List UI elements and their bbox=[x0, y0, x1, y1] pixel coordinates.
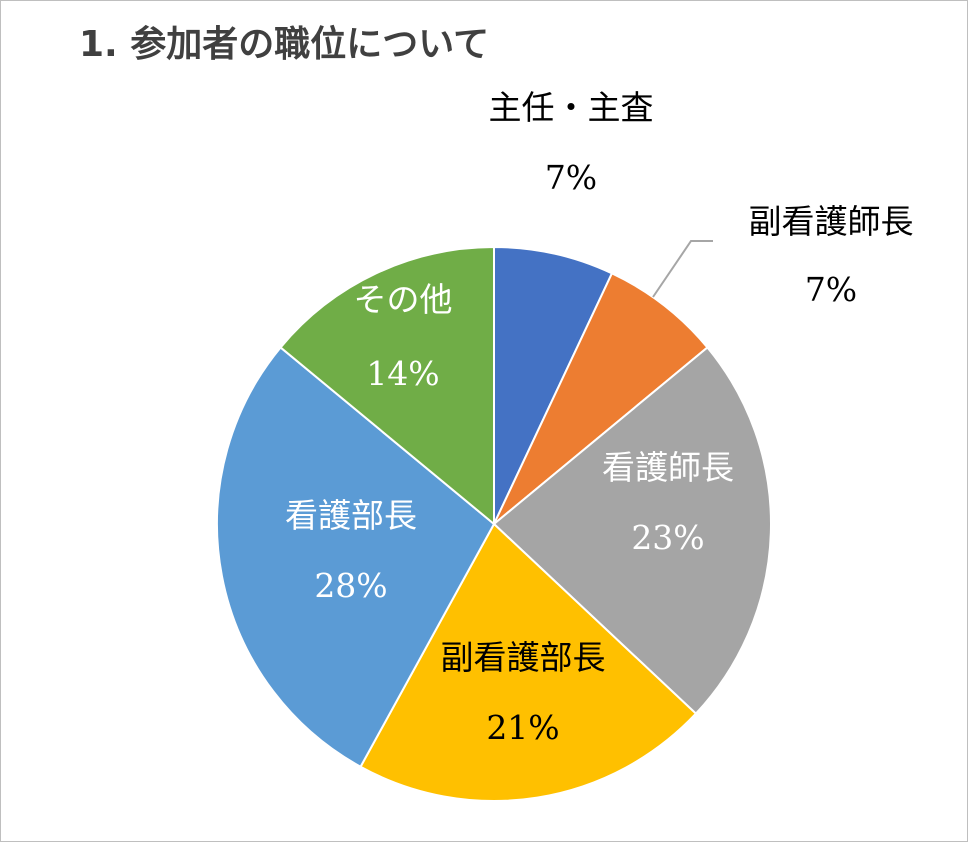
pie-slice-5 bbox=[216, 346, 496, 769]
slice-label-2: 副看護師長 bbox=[749, 202, 914, 241]
pie-labels: 主任・主査 7% 副看護師長 7% 看護師長 23% 副看護部長 21% 看護部長 28% その他 1… bbox=[285, 88, 914, 747]
slice-percent-4: 21% bbox=[486, 708, 559, 747]
slice-label-1: 主任・主査 bbox=[489, 88, 654, 127]
pie-slice-6 bbox=[279, 245, 495, 527]
pie-slice-1 bbox=[493, 245, 614, 525]
slice-percent-6: 14% bbox=[366, 354, 439, 393]
slice-percent-5: 28% bbox=[314, 566, 387, 605]
slice-label-6: その他 bbox=[354, 280, 453, 319]
slice-label-5: 看護部長 bbox=[285, 496, 417, 535]
pie-slice-3 bbox=[492, 346, 772, 716]
pie-slice-4 bbox=[359, 522, 698, 802]
slice-label-4: 副看護部長 bbox=[441, 638, 606, 677]
chart-title: 1. 参加者の職位について bbox=[79, 24, 490, 65]
slice-label-3: 看護師長 bbox=[602, 448, 734, 487]
slice-percent-1: 7% bbox=[545, 158, 597, 197]
leader-lines bbox=[652, 240, 713, 298]
pie-slice-2 bbox=[493, 272, 709, 525]
pie-slices bbox=[216, 245, 772, 802]
slice-percent-3: 23% bbox=[631, 518, 704, 557]
slice-percent-2: 7% bbox=[805, 270, 857, 309]
leader-line-2 bbox=[652, 240, 713, 298]
